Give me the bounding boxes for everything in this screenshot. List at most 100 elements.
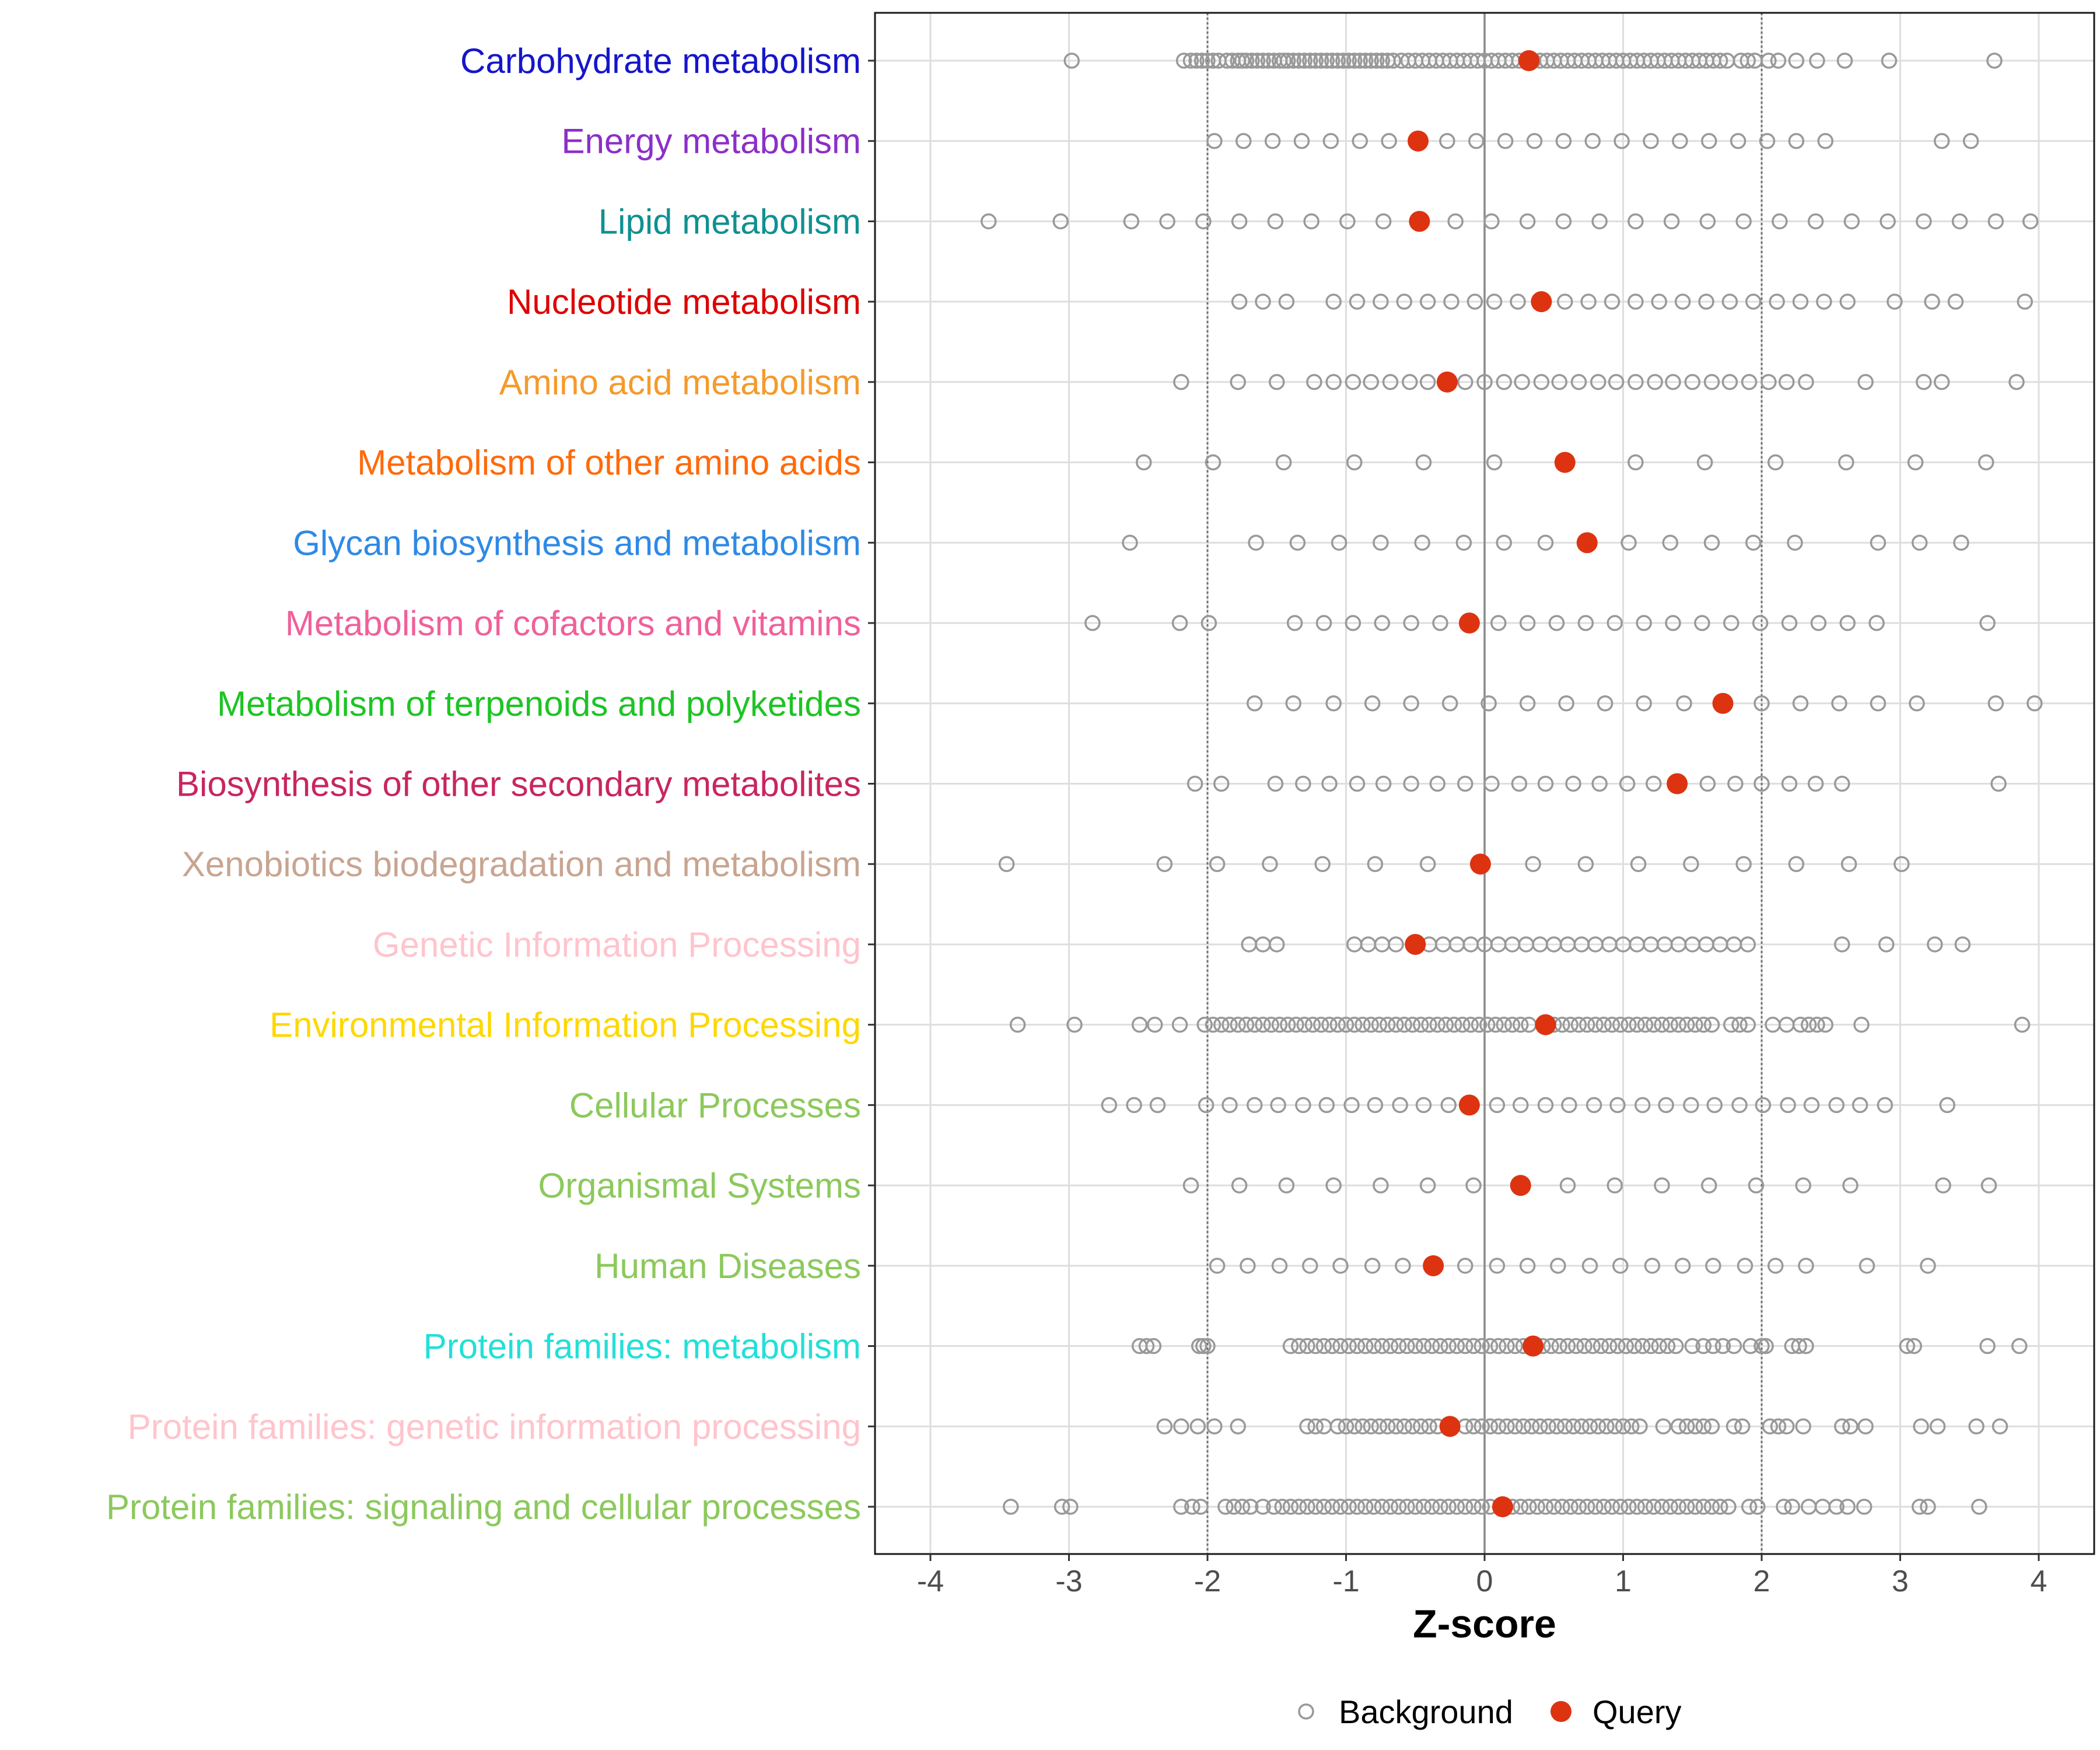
background-point [1247,1016,1263,1033]
background-point [1759,132,1776,149]
background-point [1519,695,1536,712]
background-point [1307,52,1324,69]
background-point [1066,1016,1083,1033]
category-label: Lipid metabolism [598,202,861,241]
background-point [1513,1016,1529,1033]
background-point [1803,1097,1820,1114]
background-point [1230,1016,1246,1033]
background-point [1271,1258,1288,1274]
background-point [1769,293,1785,310]
background-point [1306,374,1322,390]
background-point [1519,213,1536,230]
background-point [1525,856,1541,872]
background-point [1432,1499,1448,1515]
background-point [1519,615,1536,631]
background-point [1962,132,1979,149]
background-point [1629,1499,1645,1515]
background-point [1839,293,1856,310]
query-point [1492,1496,1513,1517]
background-point [1499,1338,1515,1354]
background-point [1171,1016,1188,1033]
background-point [2011,1338,2028,1354]
background-point [1199,1338,1216,1354]
background-point [1462,1016,1479,1033]
query-point [1518,50,1539,71]
query-point [1436,371,1458,393]
background-point [1489,1258,1506,1274]
background-point [1598,1418,1615,1435]
background-point [1551,374,1567,390]
background-point [1674,293,1691,310]
background-point [1149,1097,1166,1114]
background-point [1721,293,1738,310]
background-point [1307,1418,1324,1435]
background-point [1414,534,1430,551]
background-point [1349,1338,1366,1354]
background-point [1332,1338,1349,1354]
background-point [1817,1016,1833,1033]
background-point [1836,52,1853,69]
background-point [1745,293,1762,310]
background-point [1934,132,1950,149]
category-label: Carbohydrate metabolism [460,41,861,80]
background-point [1987,695,2004,712]
background-point [1432,615,1448,631]
background-point [1313,1016,1329,1033]
background-point [1404,1418,1421,1435]
background-point [1551,1338,1567,1354]
query-point [1554,452,1576,473]
background-point [1684,1338,1700,1354]
background-point [1809,52,1825,69]
background-point [1466,293,1483,310]
background-point [1213,775,1230,792]
background-point [1209,856,1226,872]
background-point [1612,1258,1629,1274]
background-point [2022,213,2039,230]
background-point [1614,132,1630,149]
background-point [1404,1016,1421,1033]
background-point [1839,615,1856,631]
background-point [1557,1418,1573,1435]
background-point [1263,1016,1279,1033]
background-point [1396,293,1412,310]
background-point [1419,374,1436,390]
background-point [1403,695,1419,712]
background-point [1590,1418,1606,1435]
background-point [1953,534,1969,551]
background-point [1230,1418,1246,1435]
background-point [1731,1097,1748,1114]
category-label: Protein families: signaling and cellular… [106,1488,861,1527]
background-point [1628,213,1644,230]
background-point [1352,52,1368,69]
background-point [1537,534,1554,551]
background-point [1920,1258,1936,1274]
background-point [1471,1016,1488,1033]
background-point [1838,454,1854,471]
background-point [1629,1016,1645,1033]
background-point [1354,1016,1371,1033]
background-point [1465,1499,1482,1515]
background-point [1776,1499,1792,1515]
background-point [1788,132,1805,149]
x-tick-label: 3 [1892,1564,1909,1598]
background-point [1101,1097,1118,1114]
background-point [1457,1338,1474,1354]
background-point [1480,695,1497,712]
background-point [1654,1016,1670,1033]
background-point [1363,1418,1379,1435]
background-point [1173,1418,1189,1435]
background-point [1562,1499,1578,1515]
background-point [1781,775,1798,792]
category-label: Human Diseases [594,1247,861,1286]
background-point [1262,856,1278,872]
background-point [1195,1338,1212,1354]
background-point [1474,1499,1490,1515]
background-point [1555,213,1572,230]
background-point [1634,1097,1651,1114]
background-point [1792,1016,1809,1033]
background-point [1703,534,1720,551]
background-point [1366,1499,1382,1515]
background-point [1419,1177,1436,1194]
background-point [1324,1338,1340,1354]
background-point [1612,1499,1629,1515]
